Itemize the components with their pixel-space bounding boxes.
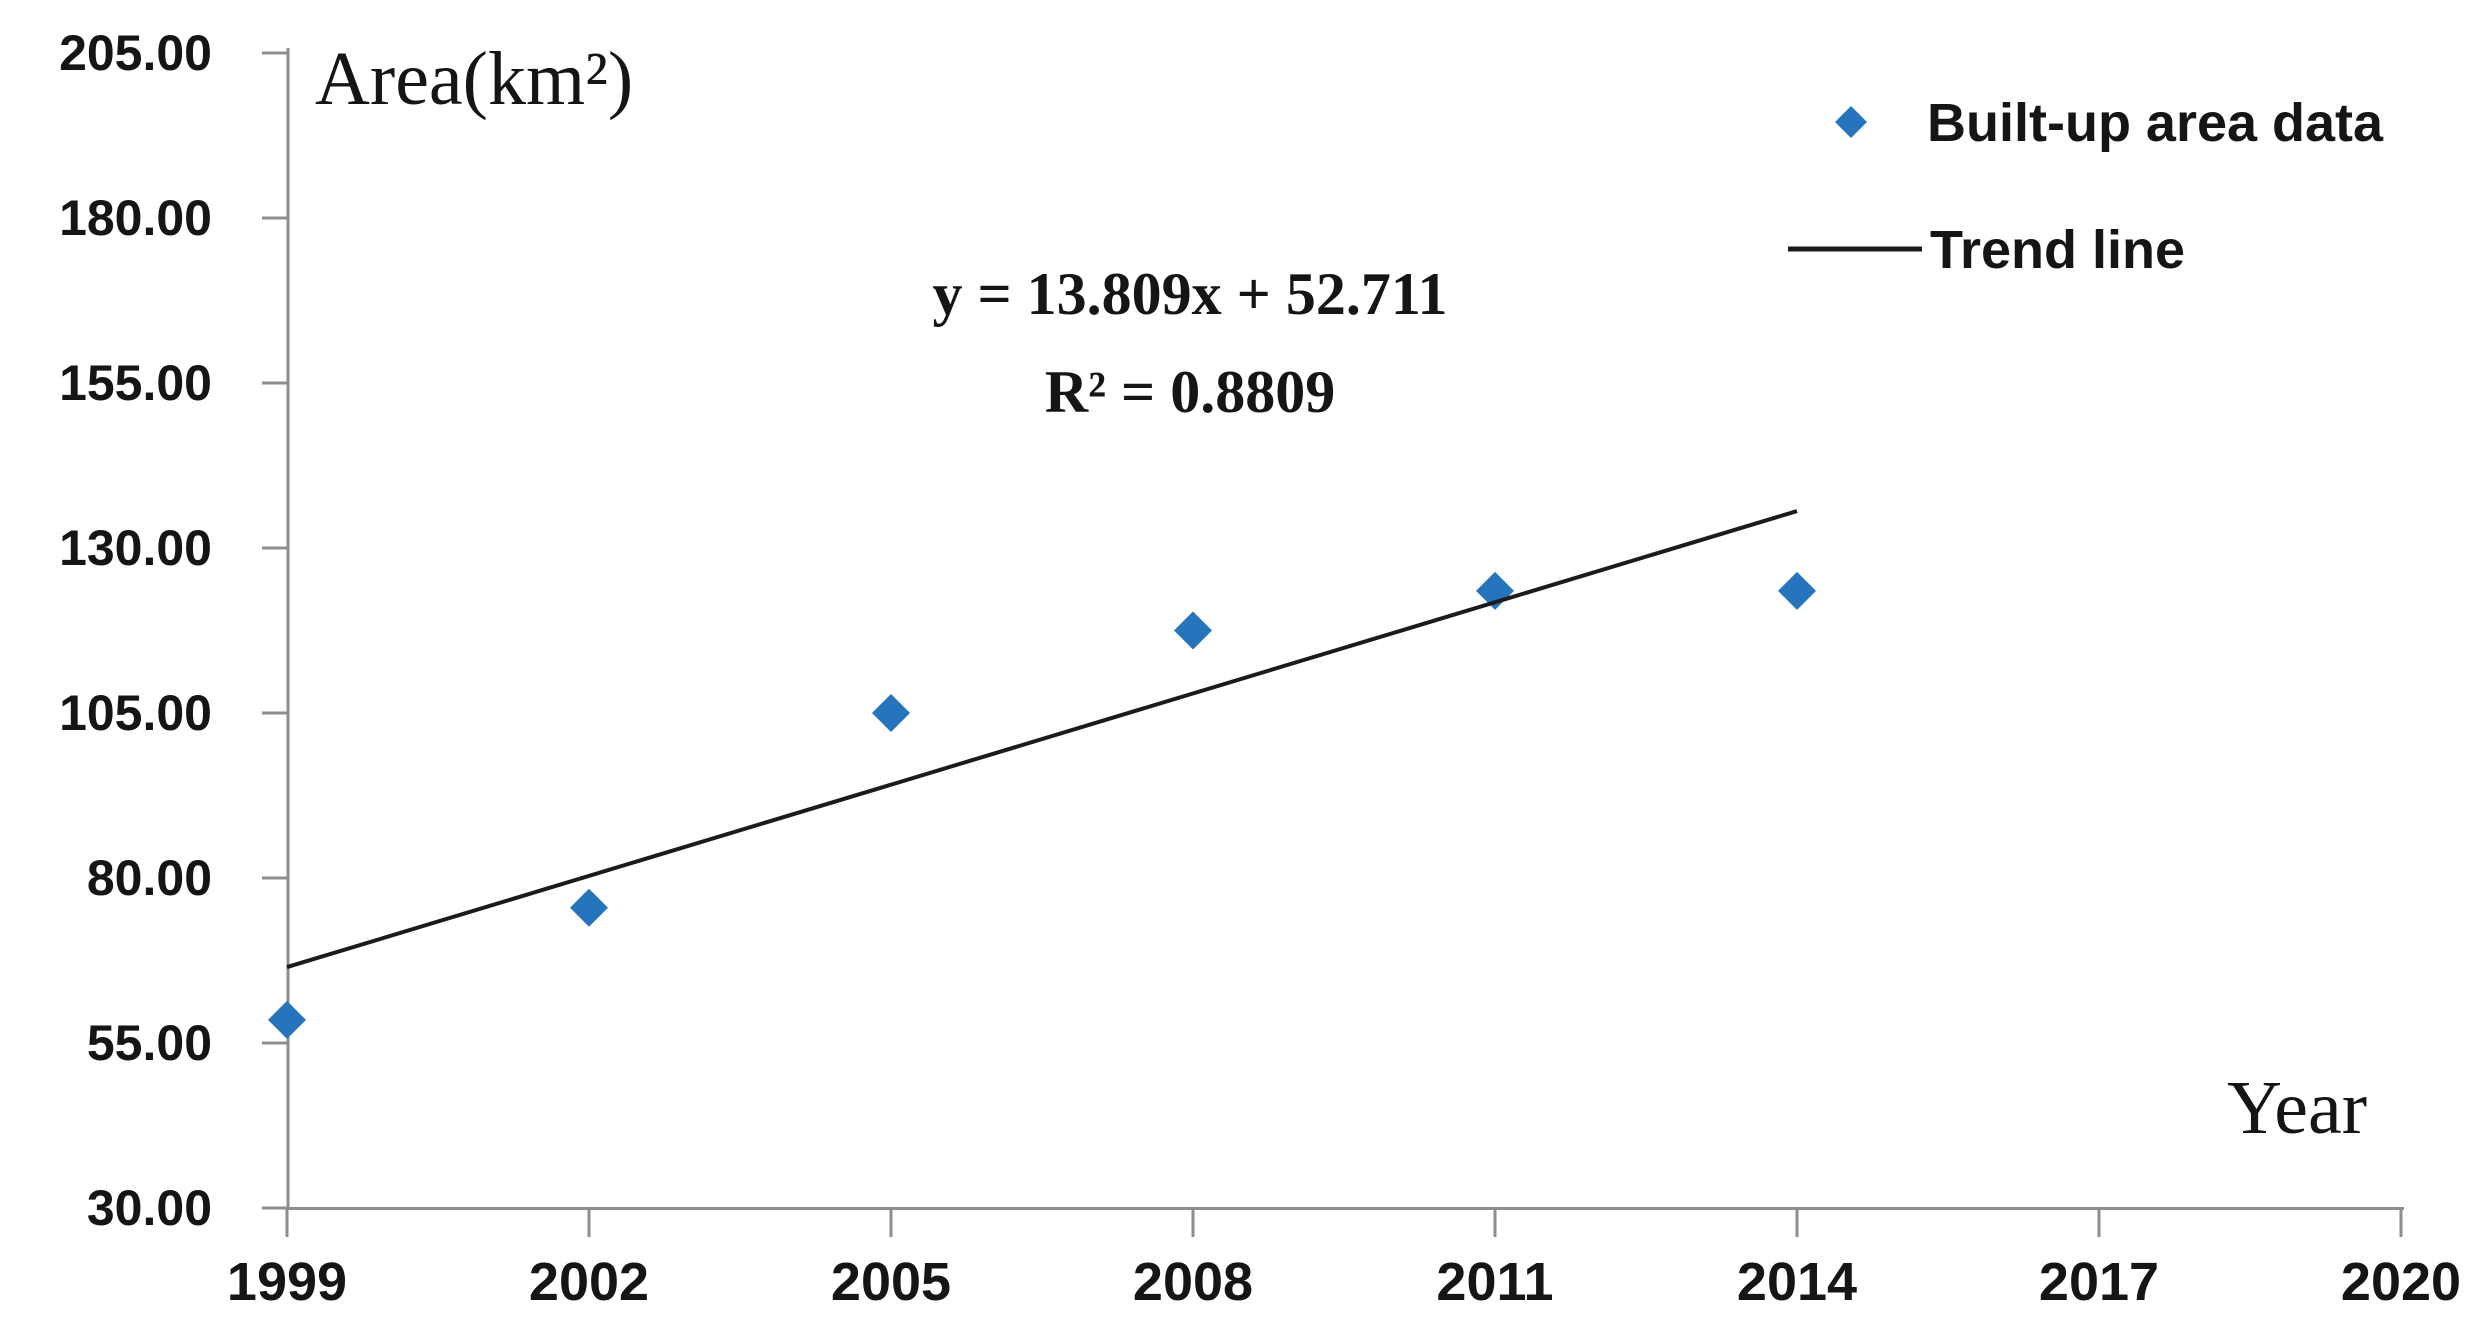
x-tick-label: 2002 [529, 1252, 649, 1312]
x-tick-label: 2014 [1737, 1252, 1857, 1312]
data-point-diamond [872, 694, 910, 732]
data-point-diamond [268, 1000, 306, 1039]
x-tick-label: 1999 [227, 1252, 347, 1312]
legend-label-trend: Trend line [1930, 220, 2185, 280]
x-tick-label: 2008 [1133, 1252, 1253, 1312]
y-tick-label: 105.00 [59, 685, 212, 741]
y-tick-label: 30.00 [87, 1180, 212, 1236]
data-point-diamond [1778, 571, 1816, 610]
y-tick-label: 80.00 [87, 850, 212, 906]
trend-equation: y = 13.809x + 52.711 [932, 261, 1447, 327]
y-tick-label: 180.00 [59, 190, 212, 246]
legend: Built-up area data Trend line [1788, 93, 2384, 280]
data-point-diamond [1174, 611, 1212, 650]
y-tick-label: 130.00 [59, 520, 212, 576]
scatter-legend-marker-icon [1835, 106, 1867, 138]
legend-label-builtup: Built-up area data [1927, 93, 2384, 153]
y-axis-title: Area(km²) [315, 37, 633, 121]
y-tick-label: 55.00 [87, 1015, 212, 1071]
y-tick-label: 205.00 [59, 25, 212, 81]
y-tick-label: 155.00 [59, 355, 212, 411]
axes-layer: 30.00 55.00 80.00 105.00 130.00 155.00 180.00 2… [59, 25, 2461, 1312]
x-tick-label: 2005 [831, 1252, 951, 1312]
trend-line [286, 509, 1798, 970]
x-axis-title: Year [2227, 1066, 2367, 1150]
trend-r-squared: R² = 0.8809 [1045, 359, 1336, 425]
series-layer [268, 509, 1816, 1039]
x-tick-label: 2011 [1436, 1252, 1553, 1312]
x-tick-label: 2017 [2039, 1252, 2159, 1312]
x-tick-label: 2020 [2341, 1252, 2461, 1312]
data-point-diamond [570, 888, 608, 927]
